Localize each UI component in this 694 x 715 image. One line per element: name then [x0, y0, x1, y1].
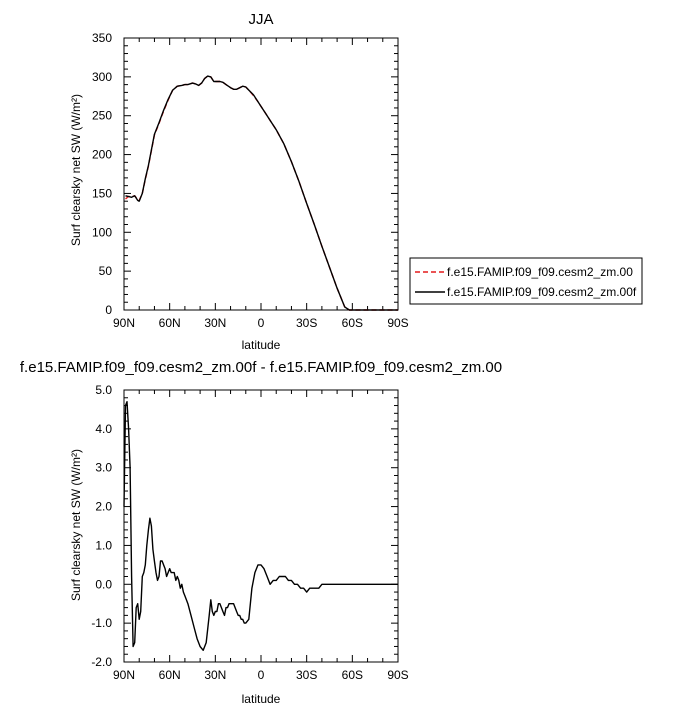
chart1-xlabel: latitude	[242, 338, 281, 352]
chart1-axes: 0 50 100 150 200 250 300 350 90N 60N 30N 0 30S 60S 90S	[92, 31, 409, 330]
chart1-ytick-label: 150	[92, 186, 112, 200]
chart2-series-line-1	[123, 401, 398, 651]
chart1-xtick-label: 90S	[387, 316, 408, 330]
chart1-xtick-label: 60N	[159, 316, 181, 330]
chart2-series-group	[123, 401, 398, 651]
chart1-title: JJA	[248, 11, 273, 28]
chart1-xtick-label: 30S	[296, 316, 317, 330]
chart1-xtick-label: 90N	[113, 316, 135, 330]
chart2-axes: -2.0 -1.0 0.0 1.0 2.0 3.0 4.0 5.0 90N 60N 30N 0 30S 6…	[91, 383, 408, 682]
chart1-frame	[123, 37, 399, 311]
chart1-xtick-label: 30N	[204, 316, 226, 330]
chart1-xtick-label: 60S	[342, 316, 363, 330]
chart2-ytick-label: -1.0	[91, 616, 112, 630]
chart2-xtick-label: 60N	[159, 668, 181, 682]
legend-box	[409, 257, 643, 305]
chart1-ytick-label: 100	[92, 225, 112, 239]
chart2-xtick-label: 90S	[387, 668, 408, 682]
chart2-ytick-label: 4.0	[95, 422, 112, 436]
legend-label-2: f.e15.FAMIP.f09_f09.cesm2_zm.00f	[447, 285, 637, 299]
chart2-xtick-label: 60S	[342, 668, 363, 682]
chart2-ytick-label: 1.0	[95, 538, 112, 552]
chart1-ytick-label: 250	[92, 109, 112, 123]
chart2-ytick-label: 2.0	[95, 500, 112, 514]
chart2-ytick-label: 0.0	[95, 577, 112, 591]
chart1-ytick-label: 0	[105, 303, 112, 317]
chart2-xtick-label: 30S	[296, 668, 317, 682]
chart2-xtick-label: 30N	[204, 668, 226, 682]
chart1-ytick-label: 300	[92, 70, 112, 84]
chart1-series-line-2	[125, 75, 398, 311]
chart2-ytick-label: -2.0	[91, 655, 112, 669]
chart2-ytick-label: 3.0	[95, 461, 112, 475]
chart1-ytick-label: 50	[99, 264, 113, 278]
chart2-xlabel: latitude	[242, 692, 281, 706]
chart1-ytick-label: 350	[92, 31, 112, 45]
chart1-ylabel: Surf clearsky net SW (W/m²)	[69, 94, 83, 246]
chart2-xtick-label: 90N	[113, 668, 135, 682]
chart2-ytick-label: 5.0	[95, 383, 112, 397]
chart2-xtick-label: 0	[258, 668, 265, 682]
chart1-ytick-label: 200	[92, 148, 112, 162]
chart1-xtick-label: 0	[258, 316, 265, 330]
chart2-title: f.e15.FAMIP.f09_f09.cesm2_zm.00f - f.e15…	[20, 359, 502, 376]
chart1-series-line-1	[125, 75, 398, 311]
legend-label-1: f.e15.FAMIP.f09_f09.cesm2_zm.00	[447, 265, 633, 279]
chart2-ylabel: Surf clearsky net SW (W/m²)	[69, 449, 83, 601]
chart1-series-group	[125, 75, 398, 311]
chart2-frame	[123, 389, 399, 663]
chart1-legend: f.e15.FAMIP.f09_f09.cesm2_zm.00 f.e15.FA…	[409, 257, 643, 305]
